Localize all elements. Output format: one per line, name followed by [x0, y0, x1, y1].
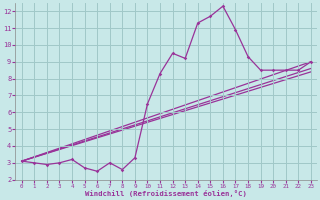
X-axis label: Windchill (Refroidissement éolien,°C): Windchill (Refroidissement éolien,°C) [85, 190, 247, 197]
